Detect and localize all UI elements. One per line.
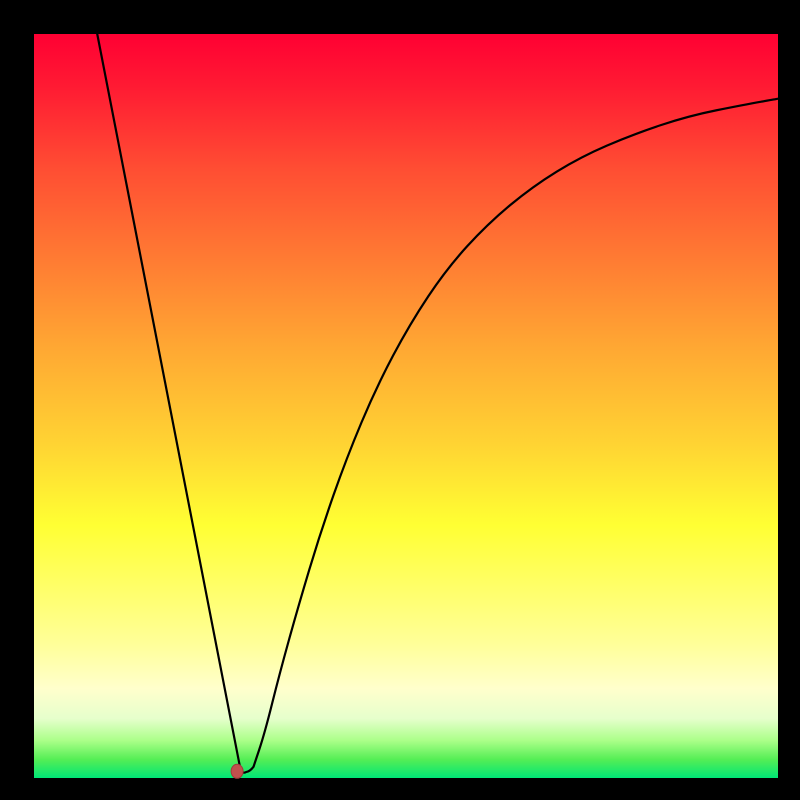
plot-gradient-area: [34, 34, 778, 778]
optimum-marker: [231, 764, 243, 778]
bottleneck-chart: [0, 0, 800, 800]
chart-frame: TheBottleneck.com: [0, 0, 800, 800]
